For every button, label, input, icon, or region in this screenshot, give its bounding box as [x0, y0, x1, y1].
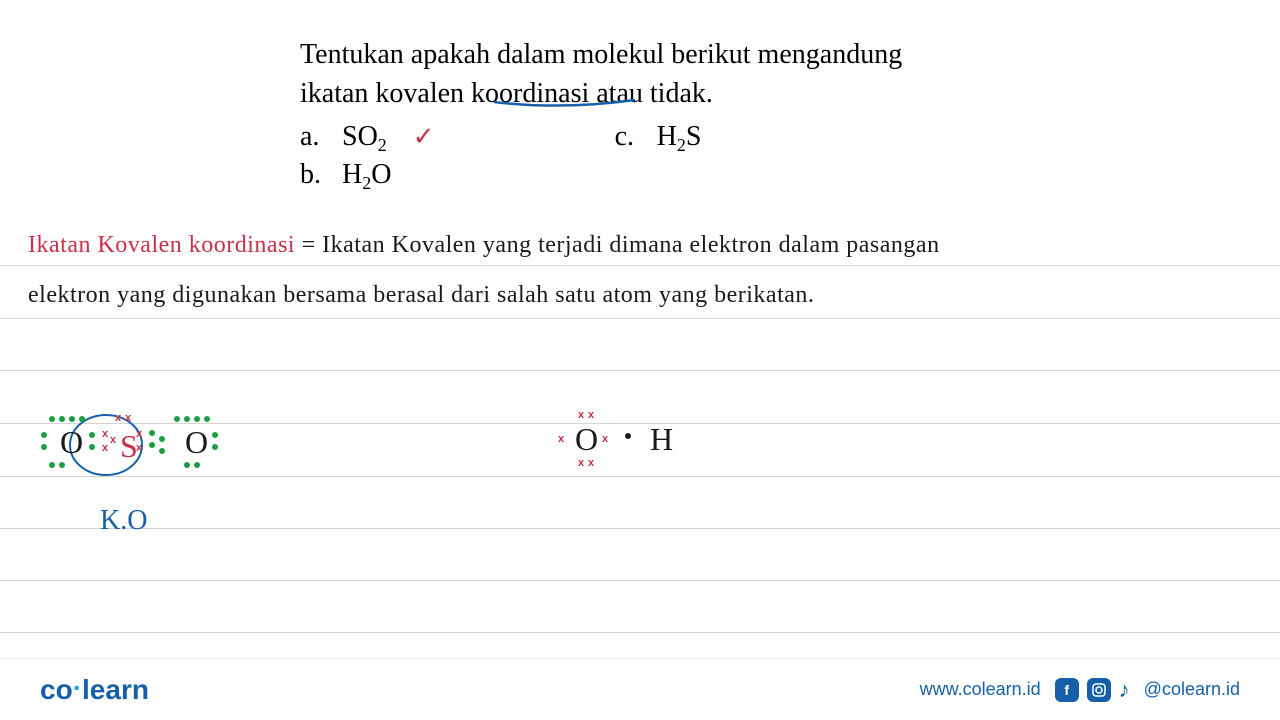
- svg-text:x: x: [136, 428, 143, 440]
- svg-text:H: H: [650, 421, 673, 457]
- question-options: a. SO2 ✓ b. H2O c. H2S: [300, 121, 1000, 191]
- option-a-label: a.: [300, 121, 324, 153]
- svg-text:x: x: [136, 442, 143, 454]
- option-c-formula: H2S: [657, 121, 702, 153]
- logo-learn: learn: [82, 674, 149, 705]
- svg-text:x: x: [125, 412, 132, 424]
- definition-term: Ikatan Kovalen koordinasi: [28, 232, 295, 258]
- instagram-icon: [1087, 678, 1111, 702]
- lewis-structure-h2o: OHxxxxxx: [550, 408, 730, 488]
- option-a-formula: SO2: [342, 121, 387, 153]
- footer: co·learn www.colearn.id f ♪ @colearn.id: [0, 658, 1280, 720]
- formula-main: H: [657, 121, 677, 153]
- svg-text:O: O: [185, 424, 208, 460]
- logo-dot-icon: ·: [73, 672, 82, 703]
- lewis-structure-so2: OSOxxxxxxx: [40, 405, 240, 505]
- svg-text:x: x: [102, 428, 109, 440]
- social-icons: f ♪: [1055, 677, 1130, 703]
- ko-label: K.O: [100, 505, 147, 537]
- question-block: Tentukan apakah dalam molekul berikut me…: [300, 35, 1000, 191]
- formula-sub: 2: [378, 135, 387, 156]
- svg-text:x: x: [602, 433, 609, 445]
- footer-handle: @colearn.id: [1144, 679, 1240, 700]
- option-b-formula: H2O: [342, 159, 391, 191]
- question-line-2: ikatan kovalen koordinasi atau tidak.: [300, 74, 1000, 113]
- formula-post: O: [371, 159, 391, 191]
- facebook-icon: f: [1055, 678, 1079, 702]
- logo: co·learn: [40, 674, 149, 706]
- option-c: c. H2S: [615, 121, 702, 153]
- tiktok-icon: ♪: [1119, 677, 1130, 703]
- svg-text:x: x: [102, 442, 109, 454]
- option-a: a. SO2 ✓: [300, 121, 435, 153]
- question-line-1: Tentukan apakah dalam molekul berikut me…: [300, 35, 1000, 74]
- formula-post: S: [686, 121, 702, 153]
- definition-line-2: elektron yang digunakan bersama berasal …: [28, 282, 1258, 309]
- definition-body-1: Ikatan Kovalen yang terjadi dimana elekt…: [322, 232, 939, 258]
- svg-text:O: O: [575, 421, 598, 457]
- footer-right: www.colearn.id f ♪ @colearn.id: [920, 677, 1240, 703]
- svg-text:x: x: [588, 409, 595, 421]
- formula-sub: 2: [677, 135, 686, 156]
- svg-text:x: x: [578, 409, 585, 421]
- underline-curve: [492, 98, 637, 112]
- definition-eq: =: [302, 232, 316, 258]
- svg-text:x: x: [588, 457, 595, 469]
- svg-text:x: x: [110, 434, 117, 446]
- svg-text:O: O: [60, 424, 83, 460]
- option-c-label: c.: [615, 121, 639, 153]
- option-b: b. H2O: [300, 159, 435, 191]
- formula-sub: 2: [362, 173, 371, 194]
- svg-text:x: x: [115, 412, 122, 424]
- svg-text:x: x: [558, 433, 565, 445]
- svg-text:x: x: [578, 457, 585, 469]
- footer-url: www.colearn.id: [920, 679, 1041, 700]
- checkmark-icon: ✓: [413, 122, 435, 152]
- formula-main: H: [342, 159, 362, 191]
- option-b-label: b.: [300, 159, 324, 191]
- logo-co: co: [40, 674, 73, 705]
- formula-main: SO: [342, 121, 378, 153]
- definition-line-1: Ikatan Kovalen koordinasi = Ikatan Koval…: [28, 232, 1258, 259]
